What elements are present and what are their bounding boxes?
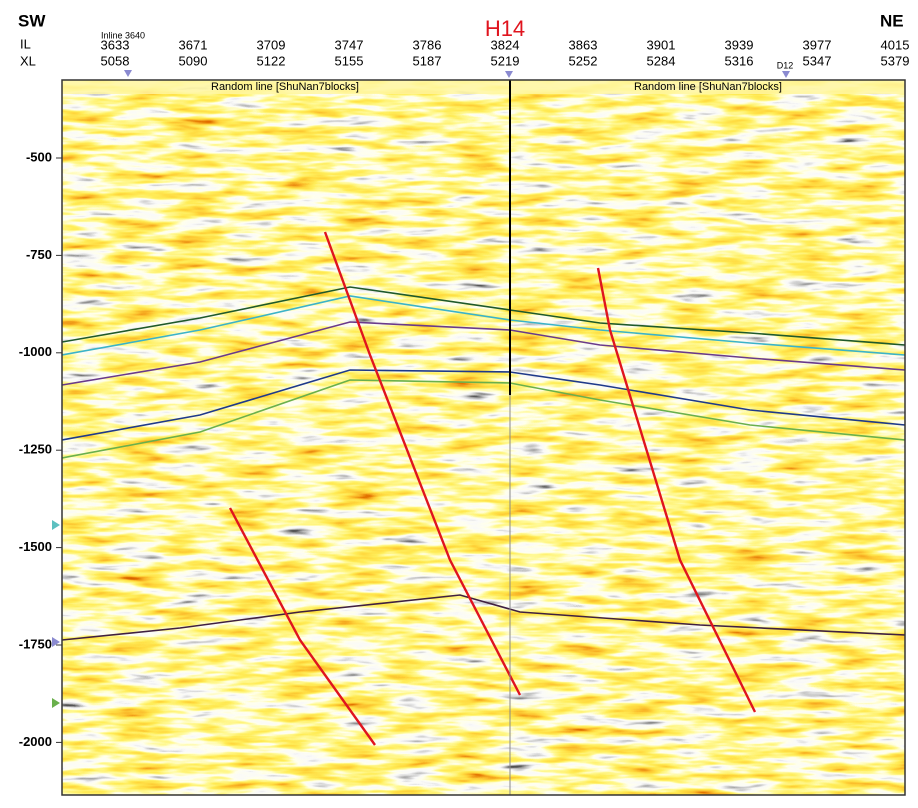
inline-number: 3786	[413, 37, 442, 52]
crossline-number: 5122	[257, 53, 286, 68]
horizon	[62, 594, 905, 641]
marker	[52, 520, 60, 530]
y-tick-label: -1500	[19, 539, 52, 554]
crossline-number: 5187	[413, 53, 442, 68]
crossline-number: 5219	[491, 53, 520, 68]
marker	[782, 71, 790, 78]
y-tick-label: -500	[26, 149, 52, 164]
panel-label: Random line [ShuNan7blocks]	[634, 81, 782, 93]
crossline-number: 5316	[725, 53, 754, 68]
marker	[505, 71, 513, 78]
seismic-section	[62, 80, 905, 795]
y-tick-label: -750	[26, 247, 52, 262]
marker	[52, 637, 60, 647]
fault	[323, 231, 522, 696]
inline-number: 3939	[725, 37, 754, 52]
row-label: IL	[20, 36, 31, 51]
inline-number: 3824	[491, 37, 520, 52]
marker-label: D12	[777, 60, 794, 70]
inline-number: 3709	[257, 37, 286, 52]
interpretation	[62, 80, 905, 795]
panel-label: Random line [ShuNan7blocks]	[211, 81, 359, 93]
y-tick-label: -1750	[19, 636, 52, 651]
row-label: XL	[20, 53, 36, 68]
plot-frame	[61, 79, 906, 796]
inline-number: 3671	[179, 37, 208, 52]
fault	[596, 267, 757, 713]
fault	[228, 507, 376, 746]
y-tick-label: -1000	[19, 344, 52, 359]
y-tick-label: -1250	[19, 442, 52, 457]
crossline-number: 5379	[881, 53, 910, 68]
inline-note: Inline 3640	[101, 30, 145, 40]
crossline-number: 5058	[101, 53, 130, 68]
direction-right: NE	[880, 11, 904, 30]
inline-number: 3747	[335, 37, 364, 52]
well-name: H14	[485, 16, 525, 41]
crossline-number: 5347	[803, 53, 832, 68]
inline-number: 3977	[803, 37, 832, 52]
marker	[52, 698, 60, 708]
direction-left: SW	[18, 11, 46, 30]
marker	[124, 70, 132, 77]
inline-number: 4015	[881, 37, 910, 52]
crossline-number: 5090	[179, 53, 208, 68]
crossline-number: 5284	[647, 53, 676, 68]
inline-number: 3901	[647, 37, 676, 52]
inline-number: 3863	[569, 37, 598, 52]
y-tick-label: -2000	[19, 734, 52, 749]
crossline-number: 5252	[569, 53, 598, 68]
top-strip	[62, 80, 905, 94]
inline-number: 3633	[101, 37, 130, 52]
crossline-number: 5155	[335, 53, 364, 68]
